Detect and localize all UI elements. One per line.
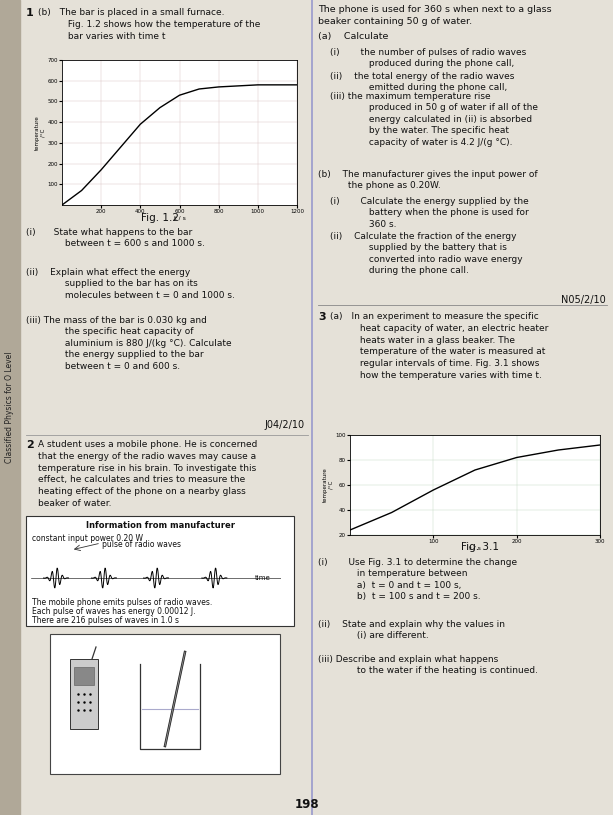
Bar <box>74 667 94 685</box>
Text: pulse of radio waves: pulse of radio waves <box>102 540 181 549</box>
X-axis label: t / s: t / s <box>469 545 481 551</box>
Text: (i)   Calculate the energy supplied by the
     battery when the phone is used f: (i) Calculate the energy supplied by the… <box>330 197 529 229</box>
Text: (a)  Calculate: (a) Calculate <box>318 32 389 41</box>
Bar <box>0 0 20 815</box>
Bar <box>50 634 280 774</box>
Bar <box>26 516 294 626</box>
Text: (ii)  State and explain why the values in
     (i) are different.: (ii) State and explain why the values in… <box>318 620 505 641</box>
Text: (ii)  Explain what effect the energy
     supplied to the bar has on its
     mo: (ii) Explain what effect the energy supp… <box>26 268 235 300</box>
Text: There are 216 pulses of waves in 1.0 s: There are 216 pulses of waves in 1.0 s <box>32 616 179 625</box>
Text: J04/2/10: J04/2/10 <box>265 420 305 430</box>
Text: time: time <box>255 575 270 581</box>
Text: N05/2/10: N05/2/10 <box>562 295 606 305</box>
Text: Fig. 1.2: Fig. 1.2 <box>141 213 179 223</box>
Text: (iii) The mass of the bar is 0.030 kg and
     the specific heat capacity of
   : (iii) The mass of the bar is 0.030 kg an… <box>26 316 232 371</box>
Text: (b) The bar is placed in a small furnace.
    Fig. 1.2 shows how the temperature: (b) The bar is placed in a small furnace… <box>38 8 261 41</box>
Text: constant input power 0.20 W: constant input power 0.20 W <box>32 534 143 543</box>
Text: Classified Physics for O Level: Classified Physics for O Level <box>6 352 15 463</box>
Text: 198: 198 <box>294 798 319 811</box>
Text: (b)  The manufacturer gives the input power of
    the phone as 0.20W.: (b) The manufacturer gives the input pow… <box>318 170 538 191</box>
Text: (a) In an experiment to measure the specific
    heat capacity of water, an elec: (a) In an experiment to measure the spec… <box>330 312 549 380</box>
Text: 3: 3 <box>318 312 326 322</box>
Text: Information from manufacturer: Information from manufacturer <box>85 521 235 530</box>
Text: 2: 2 <box>26 440 34 450</box>
Text: (i)  State what happens to the bar
     between t = 600 s and 1000 s.: (i) State what happens to the bar betwee… <box>26 228 205 249</box>
Text: Fig. 3.1: Fig. 3.1 <box>461 542 499 552</box>
X-axis label: t / s: t / s <box>173 215 186 221</box>
Text: (ii)  the total energy of the radio waves
     emitted during the phone call,: (ii) the total energy of the radio waves… <box>330 72 514 92</box>
Text: (i)   Use Fig. 3.1 to determine the change
     in temperature between
     a)  : (i) Use Fig. 3.1 to determine the change… <box>318 558 517 601</box>
Y-axis label: temperature
/°C: temperature /°C <box>35 115 46 150</box>
Text: 1: 1 <box>26 8 34 18</box>
Text: (i)   the number of pulses of radio waves
     produced during the phone call,: (i) the number of pulses of radio waves … <box>330 48 526 68</box>
Text: (iii) Describe and explain what happens
     to the water if the heating is cont: (iii) Describe and explain what happens … <box>318 655 538 676</box>
Text: A student uses a mobile phone. He is concerned
that the energy of the radio wave: A student uses a mobile phone. He is con… <box>38 440 257 508</box>
Text: (iii) the maximum temperature rise
     produced in 50 g of water if all of the
: (iii) the maximum temperature rise produ… <box>330 92 538 147</box>
Text: The mobile phone emits pulses of radio waves.: The mobile phone emits pulses of radio w… <box>32 598 212 607</box>
Text: (ii)  Calculate the fraction of the energy
     supplied by the battery that is
: (ii) Calculate the fraction of the energ… <box>330 232 523 275</box>
Text: Each pulse of waves has energy 0.00012 J.: Each pulse of waves has energy 0.00012 J… <box>32 607 196 616</box>
Y-axis label: temperature
/°C: temperature /°C <box>323 468 334 502</box>
Bar <box>70 659 98 729</box>
Text: The phone is used for 360 s when next to a glass
beaker containing 50 g of water: The phone is used for 360 s when next to… <box>318 5 552 26</box>
